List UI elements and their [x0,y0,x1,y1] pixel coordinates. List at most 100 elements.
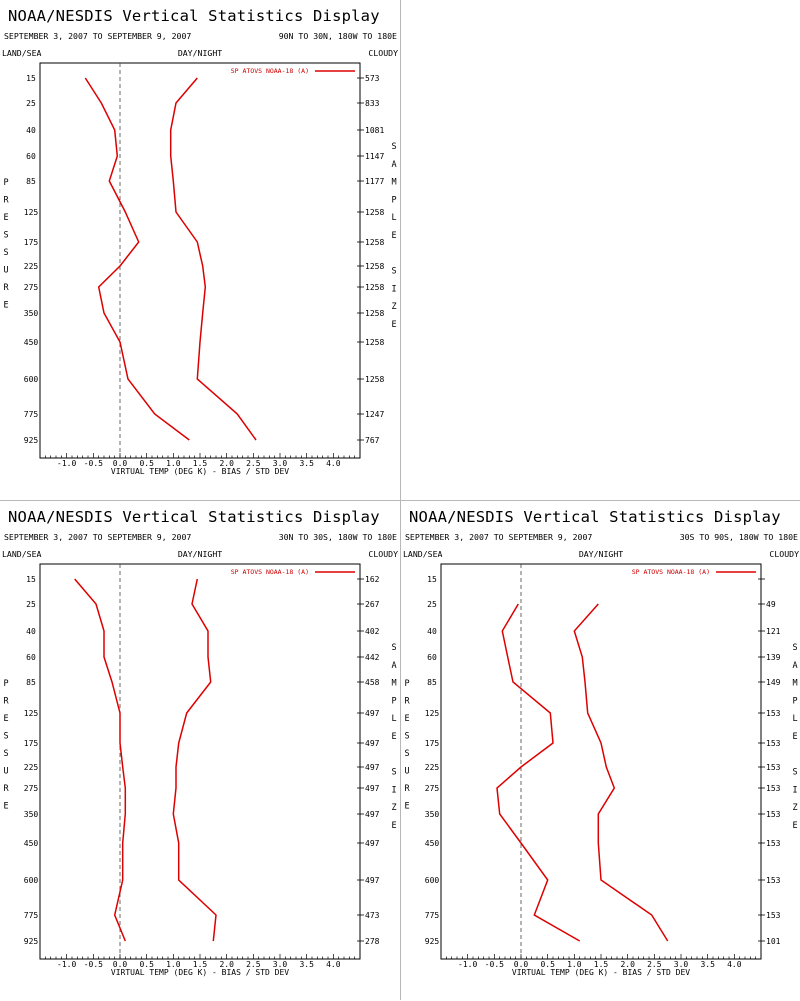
y-tick-label: 60 [26,152,36,161]
y2-axis-letter: E [792,732,797,742]
sample-size-label: 402 [365,627,380,636]
x-tick-label: 2.0 [219,459,234,468]
x-tick-label: 4.0 [326,960,341,969]
y-tick-label: 600 [24,375,39,384]
y-tick-label: 275 [24,784,39,793]
series-line-std_dev [573,603,669,942]
x-tick-label: 3.0 [674,960,689,969]
sample-size-label: 1177 [365,177,384,186]
sample-size-label: 473 [365,911,380,920]
y2-axis-letter: S [391,768,396,778]
plot-frame [440,563,762,960]
x-tick-label: 1.0 [166,459,181,468]
y-tick-label: 450 [24,338,39,347]
y-axis-letter: R [3,196,9,206]
y-axis-letter: P [404,679,409,689]
sample-size-label: 139 [766,653,781,662]
y-tick-label: 275 [24,283,39,292]
x-tick-label: -1.0 [57,459,76,468]
sample-size-label: 162 [365,575,380,584]
sample-size-label: 1258 [365,338,384,347]
date-range: SEPTEMBER 3, 2007 TO SEPTEMBER 9, 2007 [4,31,191,41]
y-axis-letter: E [3,714,8,724]
x-tick-label: -0.5 [84,960,103,969]
day-night-label: DAY/NIGHT [178,549,222,559]
y-axis-letter: U [3,266,8,276]
y-axis-letter: U [404,767,409,777]
y-tick-label: 60 [26,653,36,662]
y-axis-letter: R [3,697,9,707]
sample-size-label: 49 [766,600,776,609]
plot-frame [39,62,361,459]
x-tick-label: -0.5 [485,960,504,969]
y-tick-label: 125 [24,208,39,217]
empty-panel [401,0,800,500]
cloudy-label: CLOUDY [368,48,398,58]
series-line-std_dev [169,77,257,441]
x-tick-label: 2.5 [246,960,261,969]
y2-axis-letter: A [792,661,797,671]
region-label: 90N TO 30N, 180W TO 180E [279,31,397,41]
sample-size-label: 767 [365,436,380,445]
y-tick-label: 600 [24,876,39,885]
x-tick-label: 0.0 [113,960,128,969]
x-tick-label: 3.5 [299,960,314,969]
y-tick-label: 225 [425,763,440,772]
x-tick-label: -0.5 [84,459,103,468]
x-tick-label: 1.5 [193,459,208,468]
y-tick-label: 15 [26,575,36,584]
y2-axis-letter: Z [391,803,396,813]
y2-axis-letter: S [391,643,396,653]
chart-panel-south: NOAA/NESDIS Vertical Statistics Display S… [401,501,800,1001]
y-tick-label: 775 [425,911,440,920]
y2-axis-letter: A [391,661,396,671]
sample-size-label: 1258 [365,309,384,318]
y-tick-label: 85 [26,678,36,687]
x-tick-label: 1.0 [567,960,582,969]
x-tick-label: 2.5 [246,459,261,468]
x-tick-label: -1.0 [57,960,76,969]
y-tick-label: 175 [24,739,39,748]
cloudy-label: CLOUDY [368,549,398,559]
series-line-std_dev [172,578,217,942]
y-tick-label: 15 [427,575,437,584]
y-axis-letter: U [3,767,8,777]
y-tick-label: 85 [26,177,36,186]
y2-axis-letter: M [391,178,396,188]
x-tick-label: 2.0 [219,960,234,969]
sample-size-label: 497 [365,810,380,819]
y2-axis-letter: S [391,267,396,277]
sample-size-label: 267 [365,600,380,609]
y-tick-label: 175 [425,739,440,748]
chart-panel-tropics: NOAA/NESDIS Vertical Statistics Display S… [0,501,400,1001]
day-night-label: DAY/NIGHT [579,549,623,559]
sample-size-label: 573 [365,74,380,83]
sample-size-label: 121 [766,627,781,636]
y-tick-label: 225 [24,763,39,772]
sample-size-label: 458 [365,678,380,687]
land-sea-label: LAND/SEA [2,549,42,559]
y-tick-label: 25 [26,99,36,108]
sample-size-label: 1147 [365,152,384,161]
x-tick-label: 4.0 [727,960,742,969]
sample-size-label: 278 [365,937,380,946]
sample-size-label: 153 [766,810,781,819]
x-tick-label: 3.0 [273,459,288,468]
y-axis-letter: E [404,714,409,724]
series-line-bias [496,603,581,942]
x-tick-label: 1.5 [193,960,208,969]
y-tick-label: 925 [24,937,39,946]
y-axis-letter: S [3,248,8,258]
y-axis-letter: E [3,802,8,812]
y-tick-label: 40 [427,627,437,636]
date-range: SEPTEMBER 3, 2007 TO SEPTEMBER 9, 2007 [4,532,191,542]
y-axis-letter: R [404,784,410,794]
x-tick-label: 3.0 [273,960,288,969]
sample-size-label: 497 [365,784,380,793]
sample-size-label: 1258 [365,262,384,271]
x-tick-label: 0.5 [540,960,555,969]
y-tick-label: 450 [24,839,39,848]
y-tick-label: 350 [425,810,440,819]
sample-size-label: 1247 [365,410,384,419]
sample-size-label: 153 [766,784,781,793]
